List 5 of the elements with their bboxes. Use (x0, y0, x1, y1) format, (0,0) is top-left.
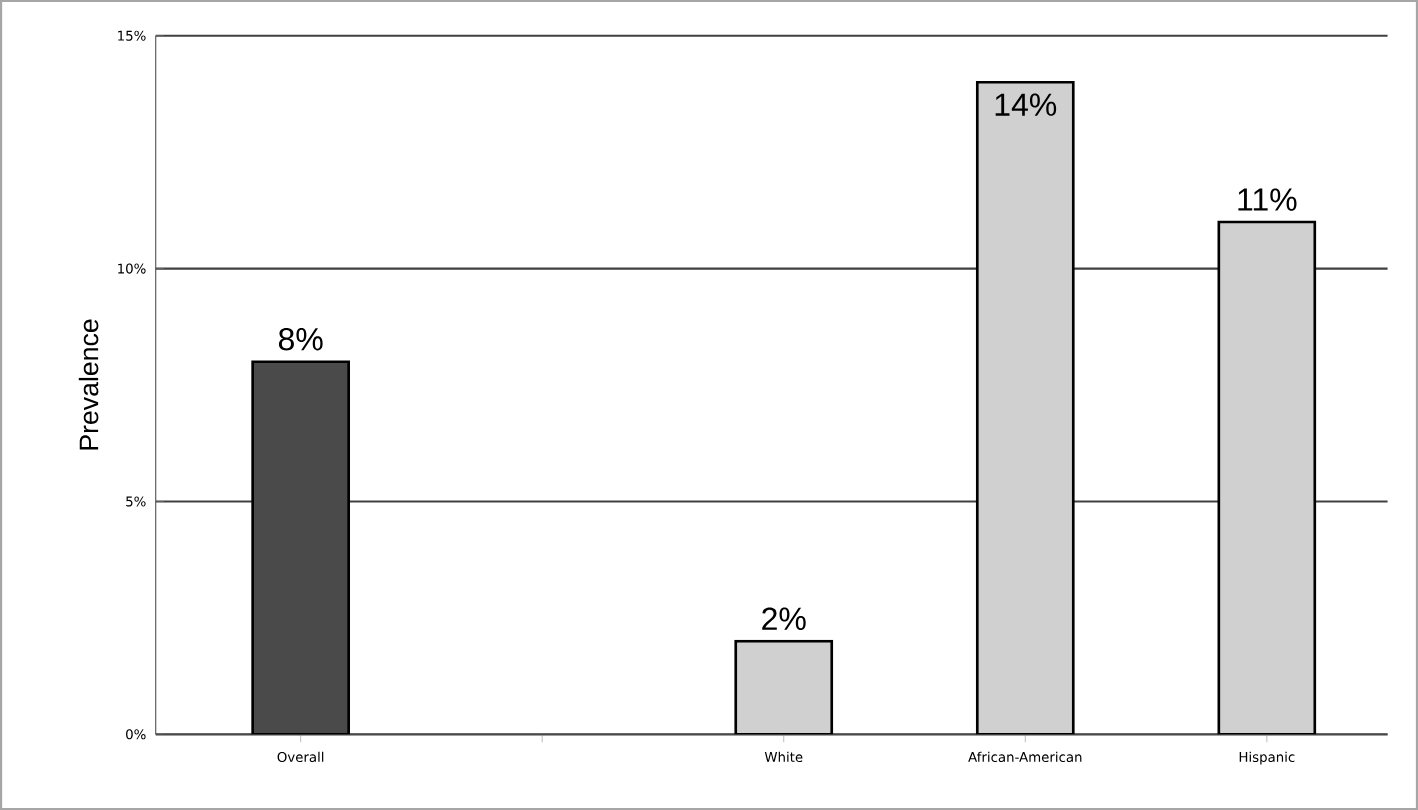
data-label: 14% (995, 93, 1057, 116)
data-label: 2% (762, 607, 806, 630)
y-axis-title: Prevalence (78, 319, 99, 450)
data-label: 8% (278, 327, 323, 351)
data-label: 11% (1238, 188, 1297, 211)
